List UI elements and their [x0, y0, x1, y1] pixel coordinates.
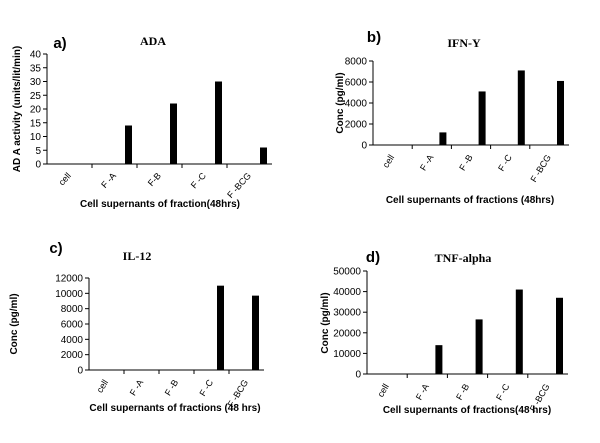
y-tick-label: 6000 — [345, 78, 368, 89]
bar-f-c — [515, 289, 523, 374]
bar-f-c — [517, 70, 525, 145]
x-tick-label: F -B — [457, 153, 474, 173]
bar-f-b — [170, 103, 177, 164]
x-tick-label: F -B — [454, 382, 471, 402]
y-tick-label: 10 — [30, 132, 42, 143]
y-tick-label: 0 — [361, 141, 367, 152]
y-tick-label: 4000 — [345, 99, 368, 110]
x-axis-title: Cell supernants of fractions(48 hrs) — [383, 405, 551, 416]
bar-f-b — [475, 319, 483, 374]
bar-f-a — [435, 345, 443, 374]
x-tick-label: cell — [57, 171, 73, 188]
x-tick-label: F -C — [494, 382, 512, 403]
x-tick-label: F -C — [197, 377, 215, 398]
y-tick-label: 8000 — [61, 304, 84, 315]
y-tick-label: 35 — [30, 63, 42, 74]
y-tick-label: 5 — [35, 146, 41, 157]
x-tick-label: F -A — [128, 378, 145, 398]
bar-f-a — [439, 132, 447, 145]
y-tick-label: 20 — [30, 105, 42, 116]
y-tick-label: 40000 — [333, 287, 361, 298]
y-tick-label: 0 — [77, 366, 83, 377]
x-tick-label: F -A — [418, 153, 435, 173]
y-axis-title: Conc (pg/ml) — [320, 292, 331, 353]
y-tick-label: 2000 — [61, 350, 84, 361]
y-tick-label: 12000 — [55, 274, 83, 285]
bar-f-bcg — [557, 80, 564, 145]
y-tick-label: 10000 — [333, 349, 361, 360]
panel-letter: a) — [53, 35, 66, 52]
x-tick-label: cell — [381, 153, 397, 170]
chart-title: TNF-alpha — [435, 251, 492, 265]
y-tick-label: 10000 — [55, 289, 83, 300]
x-tick-label: F-B — [146, 171, 163, 188]
x-tick-label: F -C — [496, 152, 514, 173]
chart-title: ADA — [140, 34, 166, 48]
y-axis-title: AD A activity (units/lit/min) — [12, 46, 23, 173]
chart-panel-1: a) ADA 0 5 10 15 20 25 30 35 40 cell F -A F-B F -C F -B… — [12, 34, 272, 210]
panel-letter: b) — [367, 29, 381, 46]
bar-f-a — [125, 125, 132, 164]
x-tick-label: F -A — [99, 171, 118, 190]
x-axis-title: Cell supernants of fractions (48 hrs) — [89, 403, 260, 414]
y-tick-label: 40 — [30, 50, 42, 61]
x-tick-label: F -C — [189, 170, 208, 190]
x-tick-label: F -A — [414, 382, 431, 402]
x-tick-label: cell — [375, 382, 390, 399]
chart-title: IFN-Y — [447, 36, 481, 50]
chart-panel-3: c) IL-12 0 2000 4000 6000 8000 10000 12000 cell F … — [9, 240, 264, 414]
y-tick-label: 30000 — [333, 308, 361, 319]
chart-panel-2: b) IFN-Y 0 2000 4000 6000 8000 cell F -A F -B F -C… — [335, 29, 569, 206]
x-axis-title: Cell supernants of fraction(48hrs) — [80, 199, 240, 210]
y-tick-label: 4000 — [61, 335, 84, 346]
y-tick-label: 20000 — [333, 328, 361, 339]
x-tick-label: F -B — [163, 378, 180, 398]
bar-f-bcg — [252, 295, 259, 370]
panel-letter: d) — [366, 249, 380, 266]
panel-letter: c) — [49, 240, 62, 257]
y-tick-label: 50000 — [333, 267, 361, 278]
y-axis-title: Conc (pg/ml) — [9, 293, 20, 354]
y-tick-label: 8000 — [345, 57, 368, 68]
x-tick-label: F -BCG — [225, 171, 253, 200]
bar-f-b — [478, 91, 486, 145]
chart-title: IL-12 — [123, 249, 152, 263]
y-tick-label: 0 — [355, 370, 361, 381]
bar-f-bcg — [556, 297, 563, 374]
y-tick-label: 25 — [30, 91, 42, 102]
x-tick-label: cell — [95, 378, 111, 395]
x-axis-title: Cell supernants of fractions (48hrs) — [386, 195, 554, 206]
chart-panel-4: d) TNF-alpha 0 10000 20000 30000 40000 50000 cel… — [320, 249, 568, 416]
y-axis-title: Conc (pg/ml) — [335, 72, 346, 133]
y-tick-label: 30 — [30, 77, 42, 88]
bar-f-bcg — [260, 147, 267, 164]
y-tick-label: 2000 — [345, 120, 368, 131]
bar-f-c — [215, 81, 222, 164]
y-tick-label: 0 — [35, 160, 41, 171]
x-tick-label: F -BCG — [528, 153, 553, 184]
y-tick-label: 6000 — [61, 320, 84, 331]
bar-f-c — [217, 285, 224, 370]
y-tick-label: 15 — [30, 118, 42, 129]
